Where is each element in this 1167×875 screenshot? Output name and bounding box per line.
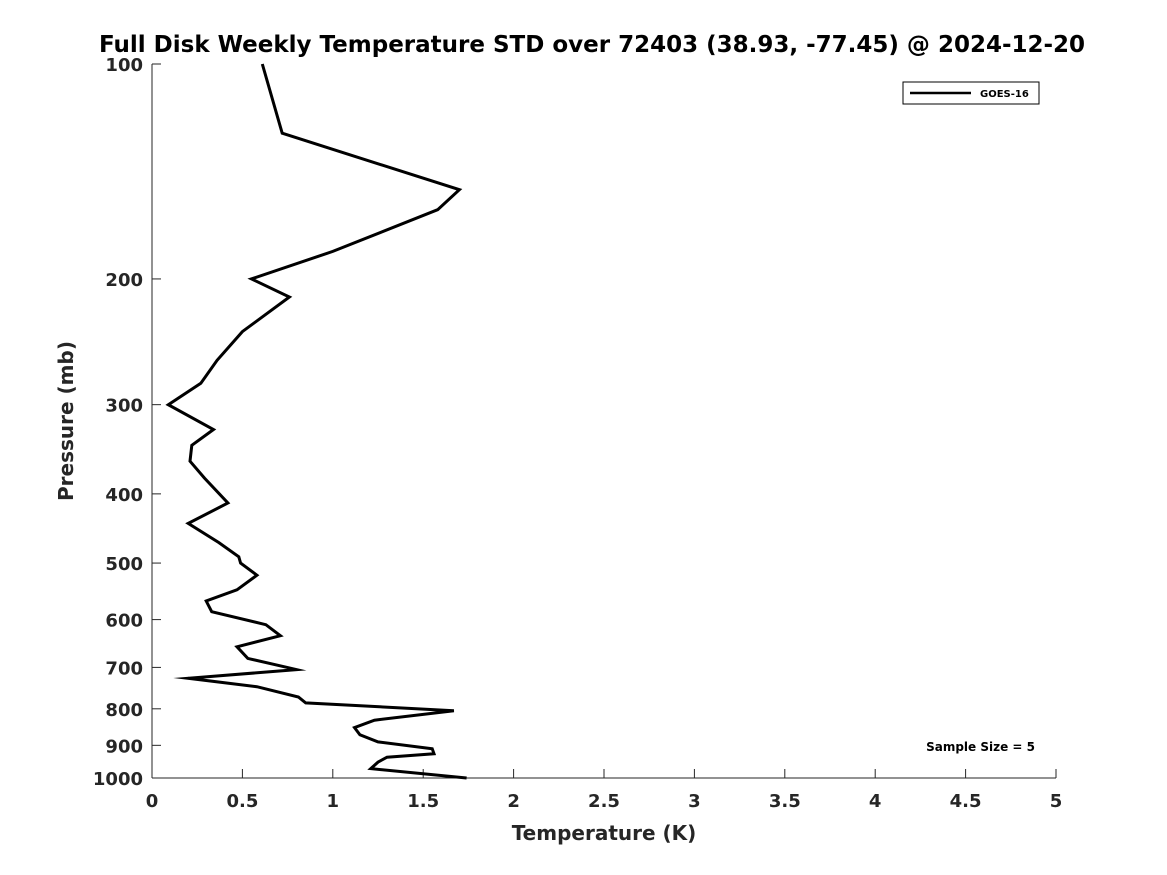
y-axis-label: Pressure (mb) xyxy=(54,341,78,501)
y-tick-label: 300 xyxy=(105,396,143,417)
series-line-goes16 xyxy=(165,63,467,780)
x-tick-label: 2.5 xyxy=(588,791,620,812)
x-tick-label: 3.5 xyxy=(769,791,801,812)
x-tick-label: 4 xyxy=(869,791,882,812)
x-tick-label: 4.5 xyxy=(950,791,982,812)
x-tick-label: 1 xyxy=(327,791,340,812)
x-tick-label: 1.5 xyxy=(407,791,439,812)
y-tick-label: 700 xyxy=(105,658,143,679)
legend: GOES-16 xyxy=(902,81,1040,105)
y-tick-label: 1000 xyxy=(93,769,143,790)
y-tick-label: 100 xyxy=(105,55,143,76)
y-ticks: 100 200 300 400 500 600 700 800 900 1000 xyxy=(93,55,161,790)
sample-size-annotation: Sample Size = 5 xyxy=(926,740,1035,754)
x-tick-label: 0.5 xyxy=(226,791,258,812)
y-tick-label: 600 xyxy=(105,611,143,632)
x-axis-label: Temperature (K) xyxy=(512,821,697,845)
x-tick-label: 5 xyxy=(1050,791,1063,812)
series-layer xyxy=(165,63,467,780)
chart-title: Full Disk Weekly Temperature STD over 72… xyxy=(99,32,1085,58)
y-tick-label: 200 xyxy=(105,270,143,291)
x-tick-label: 3 xyxy=(688,791,701,812)
legend-label-goes16: GOES-16 xyxy=(980,89,1029,100)
y-tick-label: 900 xyxy=(105,736,143,757)
x-tick-label: 2 xyxy=(507,791,520,812)
y-tick-label: 800 xyxy=(105,700,143,721)
x-ticks: 0 0.5 1 1.5 2 2.5 3 3.5 4 4.5 5 xyxy=(146,769,1063,812)
y-tick-label: 500 xyxy=(105,554,143,575)
y-tick-label: 400 xyxy=(105,485,143,506)
x-tick-label: 0 xyxy=(146,791,159,812)
